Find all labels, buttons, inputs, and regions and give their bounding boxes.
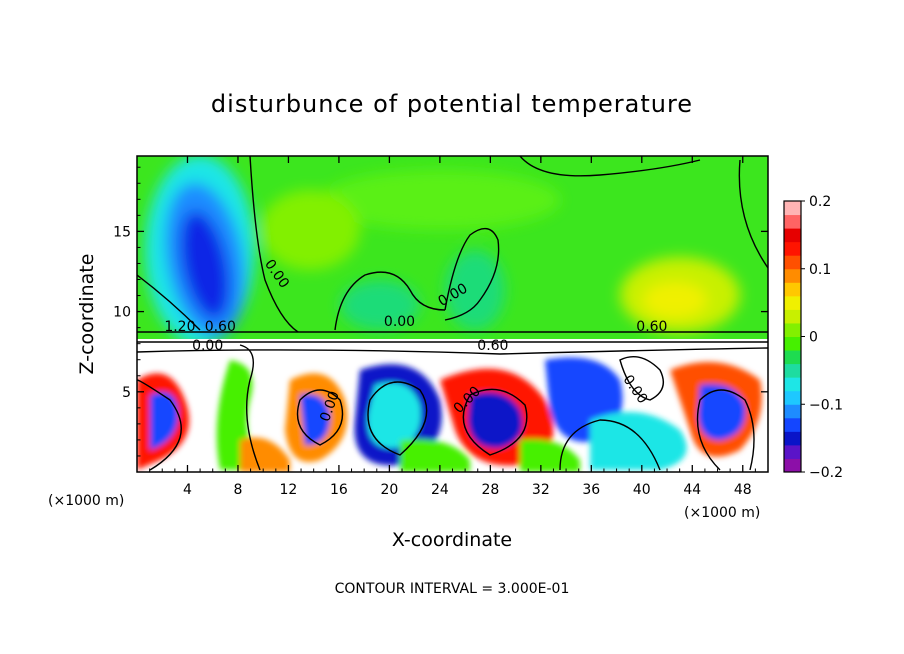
contour-zero-top	[519, 156, 701, 177]
eddy-contour-3	[296, 389, 344, 446]
colorbar-swatch-11	[784, 309, 801, 324]
colorbar-swatch-2	[784, 431, 801, 446]
x-tick-label-6: 28	[481, 482, 499, 498]
y-tick-label-0: 5	[122, 385, 131, 401]
x-tick-label-3: 16	[330, 482, 348, 498]
warm-patch-top	[320, 170, 560, 230]
eddy-contour-4	[367, 381, 428, 456]
warm-patch-right-core	[643, 282, 707, 318]
colorbar-label-4: −0.2	[809, 465, 843, 481]
contour-label-7: 0.00	[192, 338, 223, 354]
eddy-contour-8	[619, 356, 664, 401]
colorbar-swatch-6	[784, 377, 801, 392]
colorbar-swatch-15	[784, 255, 801, 270]
x-tick-label-7: 32	[532, 482, 550, 498]
contour-label-2: 0.00	[384, 314, 415, 330]
lower-field-eddies	[137, 357, 762, 472]
eddy-contour-5	[462, 388, 528, 456]
x-tick-label-2: 12	[280, 482, 298, 498]
contour-zero-bump-a	[334, 271, 446, 331]
eddy-contour-2	[239, 344, 261, 471]
contour-lines	[137, 156, 768, 471]
x-axis-label: X-coordinate	[392, 529, 512, 551]
y-tick-label-1: 10	[113, 305, 131, 321]
contour-label-6: 0.60	[205, 319, 236, 335]
colorbar-swatch-16	[784, 241, 801, 256]
x-tick-label-5: 24	[431, 482, 449, 498]
upper-field-texture	[145, 156, 740, 345]
colorbar-swatch-18	[784, 214, 801, 229]
eddy-contour-7	[696, 389, 755, 471]
colorbar-swatch-0	[784, 458, 801, 473]
y-axis: 5 10 15	[113, 166, 768, 457]
colorbar-swatch-7	[784, 363, 801, 378]
colorbar-swatch-17	[784, 228, 801, 243]
inversion-line-3	[137, 347, 768, 355]
colorbar-swatch-10	[784, 322, 801, 337]
colorbar: 0.2 0.1 0 −0.1 −0.2	[783, 194, 843, 481]
contour-label-4: 0.60	[477, 338, 508, 354]
colorbar-swatch-12	[784, 295, 801, 310]
warm-patch-center	[260, 190, 360, 270]
colorbar-label-1: 0.1	[809, 262, 831, 278]
contour-labels: 0.000.000.00 0.600.601.20 0.600.000.00 0.00…	[164, 257, 667, 424]
y-axis-label: Z-coordinate	[76, 254, 98, 375]
colorbar-swatch-14	[784, 268, 801, 283]
x-tick-label-8: 36	[582, 482, 600, 498]
plot-area: 0.000.000.00 0.600.601.20 0.600.000.00 0.00…	[137, 156, 768, 472]
y-tick-label-2: 15	[113, 224, 131, 240]
cool-patch-mid	[445, 250, 505, 330]
colorbar-swatch-1	[784, 444, 801, 459]
x-tick-label-9: 40	[633, 482, 651, 498]
x-tick-label-4: 20	[380, 482, 398, 498]
contour-interval-note: CONTOUR INTERVAL = 3.000E-01	[335, 581, 570, 597]
x-tick-label-0: 4	[183, 482, 192, 498]
x-tick-label-11: 48	[734, 482, 752, 498]
colorbar-label-2: 0	[809, 330, 818, 346]
colorbar-swatch-9	[784, 336, 801, 351]
colorbar-label-0: 0.2	[809, 194, 831, 210]
cool-patch-left	[340, 280, 420, 330]
eddy-contour-6	[559, 419, 661, 471]
x-axis-unit-left: (×1000 m)	[48, 493, 124, 509]
contour-zero-right	[738, 159, 768, 269]
contour-zero-leftdip	[137, 274, 201, 331]
colorbar-swatch-13	[784, 282, 801, 297]
x-tick-label-10: 44	[683, 482, 701, 498]
colorbar-swatch-4	[784, 404, 801, 419]
colorbar-swatch-19	[784, 201, 801, 216]
colorbar-swatch-5	[784, 390, 801, 405]
x-axis-unit-right: (×1000 m)	[684, 505, 760, 521]
colorbar-swatch-3	[784, 417, 801, 432]
eddy-contour-1	[137, 379, 182, 471]
contour-label-5: 1.20	[164, 319, 195, 335]
x-axis: 4 8 12 16 20 24 28 32 36 40 44 48	[149, 156, 756, 498]
contour-label-3: 0.60	[636, 319, 667, 335]
contour-zero-left	[249, 156, 299, 333]
chart-title: disturbunce of potential temperature	[211, 90, 693, 118]
cold-anomaly-core	[180, 211, 230, 319]
x-tick-label-1: 8	[233, 482, 242, 498]
colorbar-swatch-8	[784, 350, 801, 365]
colorbar-label-3: −0.1	[809, 397, 843, 413]
contour-zero-bump-b	[444, 227, 500, 321]
